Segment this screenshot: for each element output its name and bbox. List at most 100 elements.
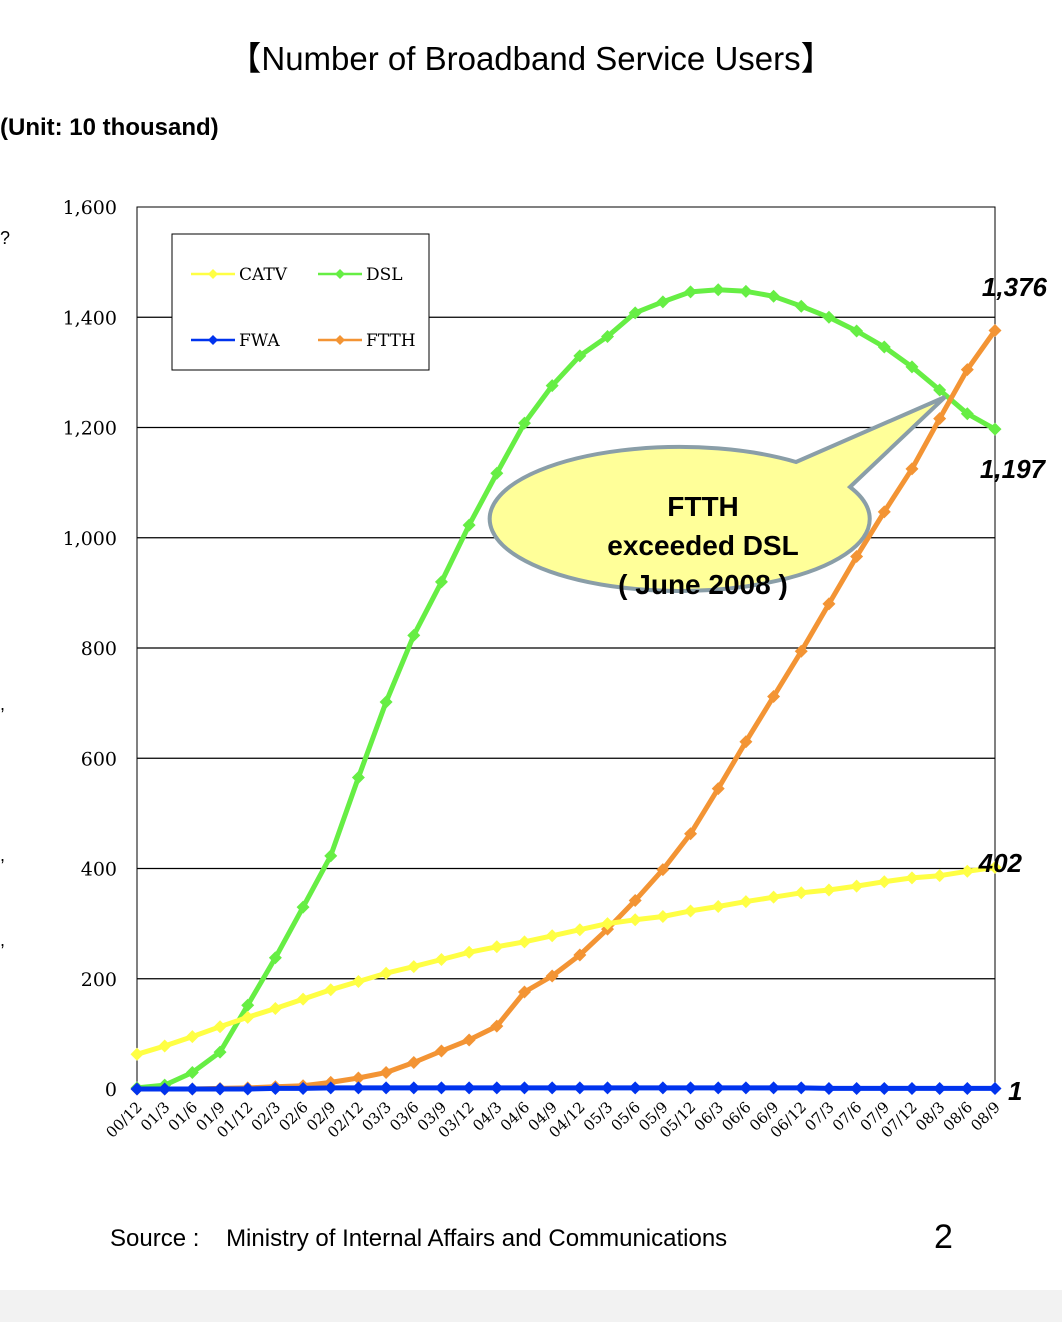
point-catv — [711, 900, 725, 914]
point-fwa — [573, 1081, 587, 1095]
point-fwa — [739, 1081, 753, 1095]
point-fwa — [268, 1081, 282, 1095]
point-fwa — [960, 1081, 974, 1095]
point-dsl — [711, 283, 725, 297]
point-fwa — [905, 1081, 919, 1095]
side-mark: , — [0, 694, 6, 714]
point-fwa — [296, 1081, 310, 1095]
point-dsl — [185, 1065, 199, 1079]
point-ftth — [656, 863, 670, 877]
point-dsl — [434, 575, 448, 589]
point-fwa — [601, 1081, 615, 1095]
point-ftth — [905, 462, 919, 476]
y-tick-label: 1,600 — [63, 197, 117, 219]
point-catv — [850, 879, 864, 893]
point-dsl — [213, 1045, 227, 1059]
point-fwa — [158, 1082, 172, 1096]
point-catv — [905, 871, 919, 885]
grid-lines — [137, 316, 995, 980]
point-fwa — [988, 1081, 1002, 1095]
point-dsl — [490, 466, 504, 480]
point-fwa — [490, 1081, 504, 1095]
point-ftth — [794, 644, 808, 658]
point-fwa — [822, 1081, 836, 1095]
legend-item-catv: CATV — [191, 265, 288, 285]
point-ftth — [517, 985, 531, 999]
legend-marker — [208, 335, 218, 345]
point-catv — [960, 864, 974, 878]
x-tick-label: 05/6 — [607, 1098, 644, 1135]
point-catv — [130, 1047, 144, 1061]
legend: CATV DSL FWA FTTH — [171, 233, 430, 371]
point-catv — [158, 1039, 172, 1053]
series-dsl — [130, 283, 1002, 1095]
point-dsl — [877, 340, 891, 354]
x-tick-label: 04/6 — [497, 1098, 534, 1135]
point-fwa — [324, 1081, 338, 1095]
callout-bubble — [487, 395, 947, 593]
callout-line-1: FTTH — [667, 491, 739, 522]
end-label-fwa: 1 — [1008, 1076, 1022, 1106]
x-tick-label: 04/3 — [469, 1098, 506, 1135]
point-fwa — [656, 1081, 670, 1095]
x-tick-label: 06/6 — [718, 1098, 755, 1135]
point-catv — [407, 960, 421, 974]
point-catv — [517, 935, 531, 949]
y-tick-label: 1,400 — [63, 307, 117, 329]
series-catv — [130, 860, 1002, 1061]
x-tick-label: 01/6 — [165, 1098, 202, 1135]
point-ftth — [573, 948, 587, 962]
point-ftth — [711, 782, 725, 796]
point-dsl — [850, 324, 864, 338]
source-text: Ministry of Internal Affairs and Communi… — [226, 1225, 728, 1252]
point-dsl — [296, 900, 310, 914]
point-dsl — [822, 310, 836, 324]
point-dsl — [324, 849, 338, 863]
source-note: Source : Ministry of Internal Affairs an… — [110, 1225, 727, 1253]
point-ftth — [490, 1019, 504, 1033]
point-ftth — [988, 323, 1002, 337]
x-tick-label: 08/3 — [912, 1098, 949, 1135]
point-catv — [490, 940, 504, 954]
point-catv — [988, 860, 1002, 874]
side-mark: ? — [0, 228, 11, 248]
point-fwa — [933, 1081, 947, 1095]
y-tick-label: 400 — [81, 859, 117, 881]
point-dsl — [988, 422, 1002, 436]
end-label-ftth: 1,376 — [982, 272, 1048, 302]
callout-line-2: exceeded DSL — [607, 530, 798, 561]
point-catv — [794, 886, 808, 900]
point-dsl — [601, 330, 615, 344]
point-fwa — [711, 1081, 725, 1095]
page-bottom-band — [0, 1290, 1062, 1322]
point-catv — [877, 875, 891, 889]
legend-label: CATV — [239, 265, 288, 285]
point-catv — [739, 895, 753, 909]
end-label-dsl: 1,197 — [980, 454, 1047, 484]
callout-line-3: ( June 2008 ) — [618, 569, 788, 600]
point-dsl — [241, 998, 255, 1012]
legend-label: DSL — [366, 265, 403, 285]
point-catv — [434, 952, 448, 966]
point-ftth — [767, 690, 781, 704]
y-tick-label: 600 — [81, 748, 117, 770]
point-catv — [185, 1030, 199, 1044]
point-ftth — [933, 412, 947, 426]
end-label-catv: 402 — [978, 848, 1023, 878]
point-dsl — [933, 383, 947, 397]
legend-box — [171, 233, 430, 371]
point-ftth — [960, 363, 974, 377]
point-fwa — [545, 1081, 559, 1095]
point-fwa — [794, 1081, 808, 1095]
x-tick-label: 08/9 — [967, 1098, 1004, 1135]
side-mark: , — [0, 845, 6, 865]
y-tick-label: 0 — [105, 1079, 117, 1101]
point-fwa — [517, 1081, 531, 1095]
point-catv — [351, 975, 365, 989]
point-fwa — [850, 1081, 864, 1095]
x-tick-label: 02/6 — [275, 1098, 312, 1135]
series-line-fwa — [137, 1085, 995, 1092]
point-catv — [933, 869, 947, 883]
point-catv — [767, 890, 781, 904]
point-ftth — [877, 505, 891, 519]
